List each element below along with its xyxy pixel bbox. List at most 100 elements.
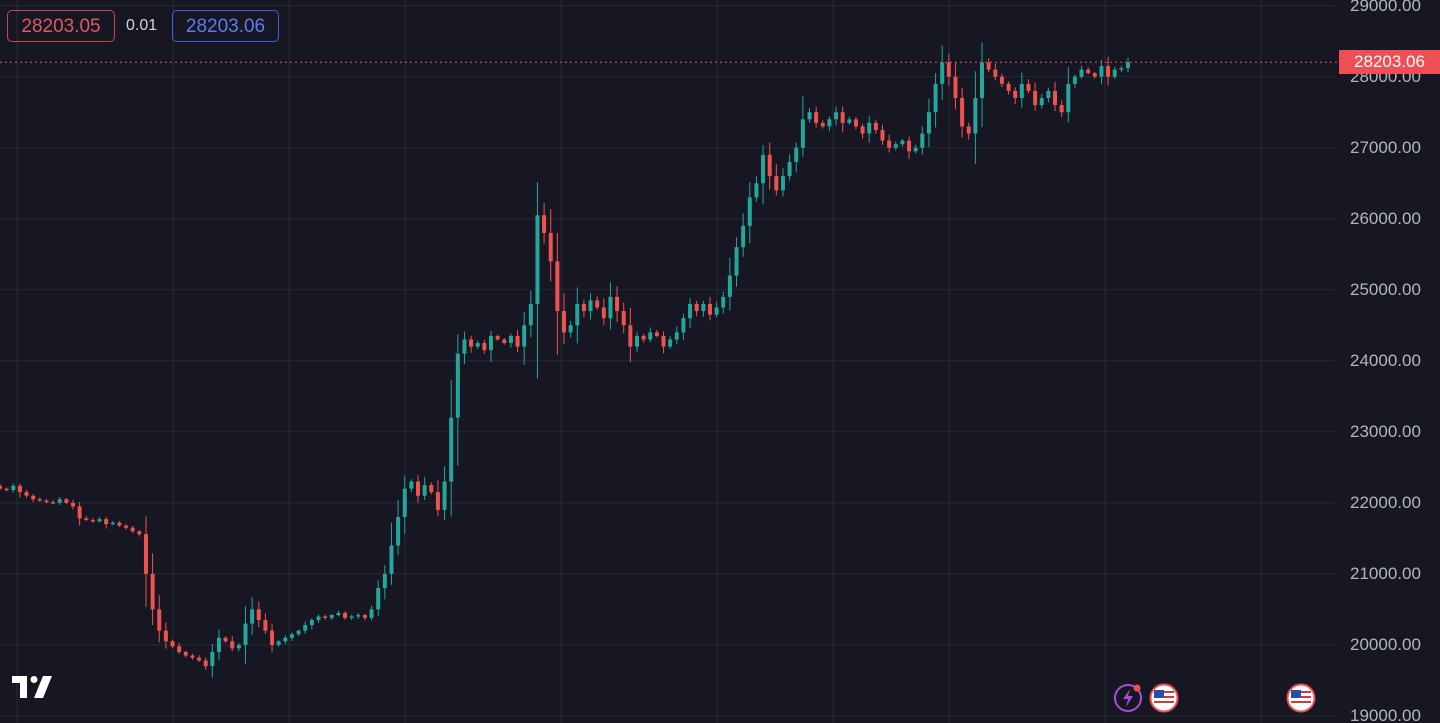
candle-body: [508, 335, 513, 344]
candle-body: [323, 616, 328, 618]
candle-body: [475, 343, 480, 347]
candle-body: [668, 339, 673, 347]
candle-body: [595, 300, 600, 308]
candle-body: [190, 655, 195, 658]
candle-body: [422, 485, 427, 496]
candle-body: [807, 112, 812, 120]
tradingview-logo-icon[interactable]: [12, 676, 56, 698]
candle-body: [522, 325, 527, 347]
candle-body: [90, 519, 95, 522]
candle-body: [654, 332, 659, 336]
candle-body: [714, 307, 719, 315]
candle-body: [130, 527, 135, 532]
candle-body: [97, 519, 102, 522]
candle-body: [283, 637, 288, 642]
candle-body: [993, 69, 998, 77]
candle-body: [143, 534, 148, 574]
candle-body: [1066, 83, 1071, 113]
us-flag-icon[interactable]: [1149, 683, 1179, 713]
candle-body: [608, 296, 613, 319]
candle-body: [382, 573, 387, 589]
candle-body: [296, 630, 301, 635]
candle-body: [734, 247, 739, 276]
candle-body: [389, 545, 394, 574]
candle-body: [980, 62, 985, 99]
candle-body: [502, 339, 507, 344]
candle-body: [1039, 98, 1044, 106]
candle-body: [1013, 90, 1018, 99]
candle-body: [263, 620, 268, 631]
candle-body: [946, 62, 951, 77]
candle-body: [462, 339, 467, 354]
candle-body: [1092, 73, 1097, 77]
candle-body: [150, 573, 155, 610]
candle-body: [44, 500, 49, 503]
candle-body: [887, 140, 892, 148]
candle-body: [860, 126, 865, 134]
candle-body: [893, 144, 898, 148]
candle-body: [17, 485, 22, 493]
bid-price-button[interactable]: 28203.05: [7, 10, 115, 42]
candle-body: [920, 133, 925, 148]
candle-body: [309, 620, 314, 625]
spread-label: 0.01: [126, 17, 158, 34]
candle-body: [701, 303, 706, 312]
candle-body: [966, 126, 971, 134]
candle-body: [621, 311, 626, 326]
lightning-icon[interactable]: [1113, 683, 1143, 713]
candle-body: [933, 83, 938, 113]
candle-body: [661, 335, 666, 347]
candle-body: [814, 112, 819, 123]
candle-body: [70, 502, 75, 507]
candle-body: [641, 335, 646, 340]
candle-body: [601, 307, 606, 319]
candle-body: [356, 615, 361, 617]
candle-body: [754, 183, 759, 198]
ask-price-button[interactable]: 28203.06: [172, 10, 279, 42]
candle-body: [163, 630, 168, 642]
candle-body: [57, 499, 62, 503]
candle-body: [104, 519, 109, 525]
candle-body: [289, 634, 294, 638]
candle-body: [77, 506, 82, 519]
candle-body: [0, 485, 2, 489]
candle-body: [250, 609, 255, 624]
candle-body: [1106, 66, 1111, 77]
candle-body: [555, 261, 560, 312]
us-flag-icon[interactable]: [1286, 683, 1316, 713]
candle-body: [1112, 69, 1117, 77]
candle-body: [84, 518, 89, 520]
candle-body: [11, 485, 16, 491]
candle-body: [787, 161, 792, 177]
last-price-tag: 28203.06: [1339, 50, 1440, 75]
candle-body: [1126, 62, 1130, 69]
candle-body: [581, 303, 586, 312]
candle-body: [110, 522, 115, 525]
candle-body: [542, 215, 547, 233]
candle-body: [170, 641, 175, 647]
candle-body: [270, 630, 275, 645]
candle-body: [455, 353, 460, 418]
candle-body: [303, 624, 308, 631]
candle-body: [243, 623, 248, 645]
candle-body: [1026, 83, 1031, 91]
candle-body: [236, 644, 241, 649]
candle-body: [1046, 90, 1051, 99]
candle-body: [24, 492, 29, 496]
candle-body: [256, 609, 261, 621]
candle-body: [515, 335, 520, 347]
y-tick-label: 23000.00: [1350, 421, 1421, 441]
y-tick-label: 20000.00: [1350, 634, 1421, 654]
candle-body: [986, 62, 991, 70]
candle-body: [780, 176, 785, 191]
candle-body: [1086, 69, 1091, 74]
candle-body: [369, 609, 374, 618]
candle-body: [741, 225, 746, 248]
candle-body: [913, 147, 918, 152]
y-tick-label: 21000.00: [1350, 563, 1421, 583]
candle-body: [926, 112, 931, 134]
candle-body: [940, 62, 945, 84]
candle-body: [495, 335, 500, 340]
